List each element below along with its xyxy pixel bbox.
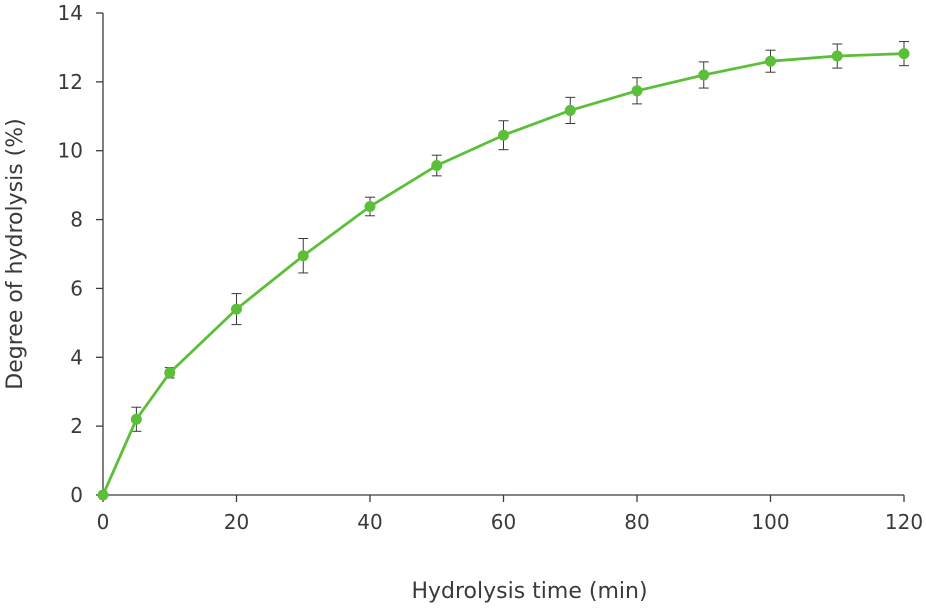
data-point <box>231 303 242 315</box>
series-layer <box>97 41 910 501</box>
data-point <box>431 160 443 172</box>
y-tick-label: 14 <box>58 1 83 25</box>
x-ticks: 0 20 40 60 80 100 120 <box>97 495 923 534</box>
data-point <box>364 200 376 212</box>
y-ticks: 0 2 4 6 8 10 12 14 <box>58 1 103 507</box>
series-line <box>101 52 905 496</box>
x-tick-label: 40 <box>357 510 382 534</box>
data-point <box>831 50 843 62</box>
x-tick-label: 100 <box>751 510 789 534</box>
data-point <box>97 489 109 501</box>
x-tick-label: 20 <box>224 510 249 534</box>
data-point <box>164 367 176 379</box>
data-point <box>498 129 509 141</box>
y-tick-label: 10 <box>58 139 83 163</box>
x-tick-label: 60 <box>491 510 516 534</box>
x-tick-label: 120 <box>885 510 923 534</box>
y-axis-title: Degree of hydrolysis (%) <box>3 118 28 389</box>
x-tick-label: 0 <box>97 510 110 534</box>
y-tick-label: 12 <box>58 70 83 94</box>
x-axis-title: Hydrolysis time (min) <box>411 579 647 604</box>
data-point <box>130 413 142 425</box>
data-point <box>564 104 576 116</box>
data-point <box>698 69 710 81</box>
y-tick-label: 6 <box>70 276 83 300</box>
y-tick-label: 8 <box>70 208 83 232</box>
y-tick-label: 4 <box>70 345 83 369</box>
data-point <box>631 85 643 97</box>
data-point <box>765 55 776 67</box>
x-tick-label: 80 <box>624 510 649 534</box>
y-tick-label: 0 <box>70 483 83 507</box>
data-point <box>898 48 910 60</box>
y-tick-label: 2 <box>70 414 83 438</box>
data-point <box>297 250 309 262</box>
